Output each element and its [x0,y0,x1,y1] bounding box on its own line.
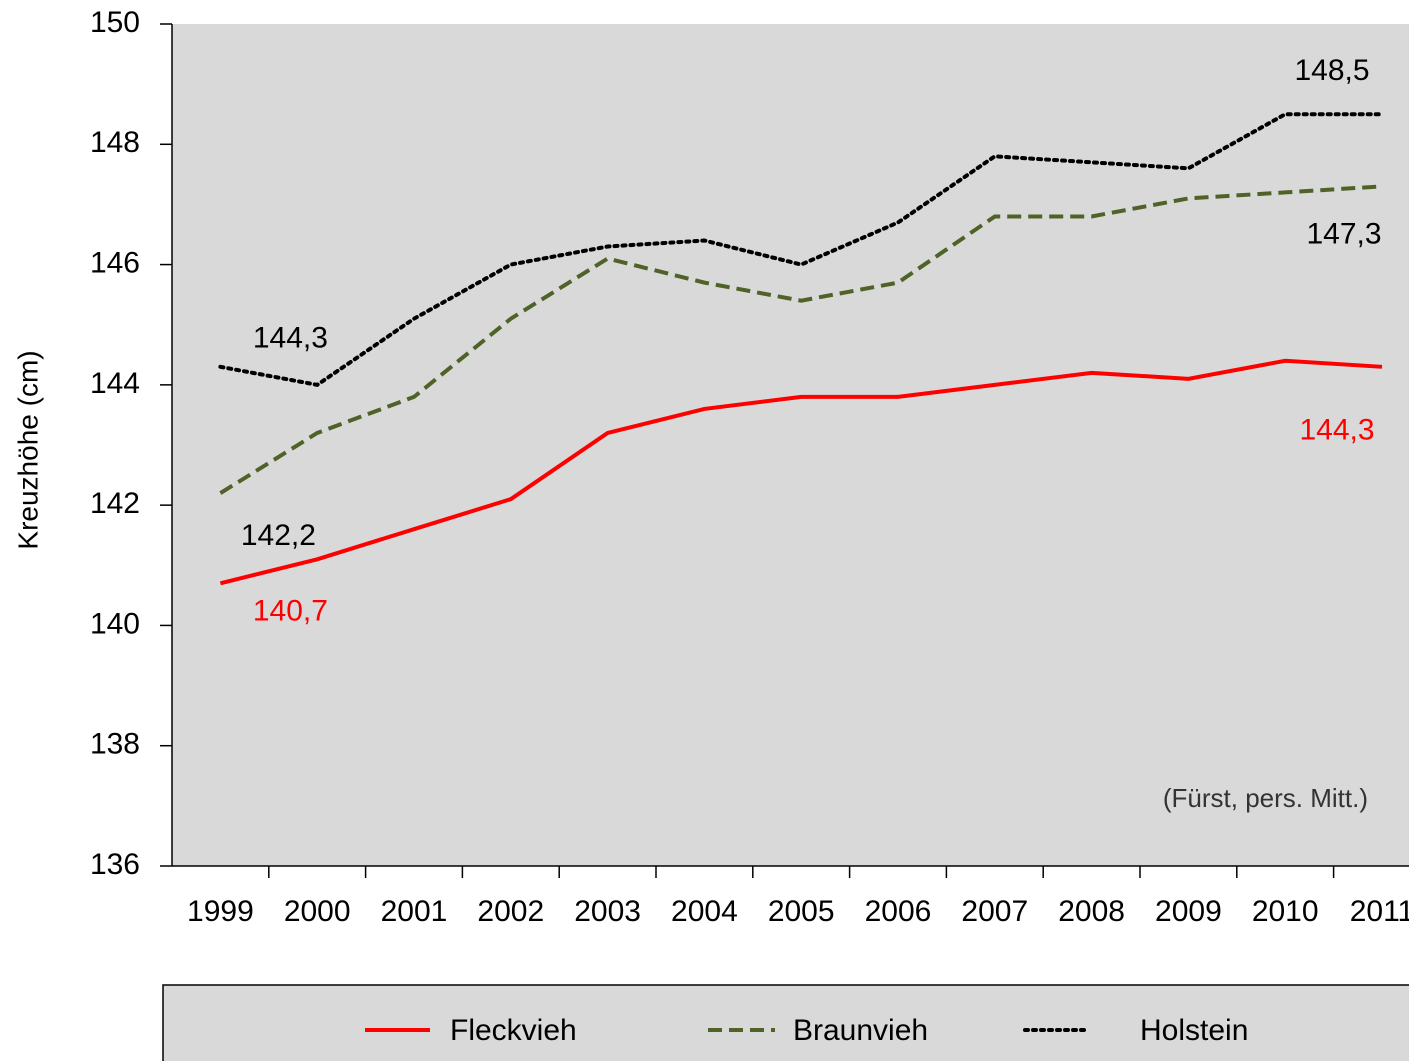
value-label: 140,7 [253,594,328,627]
x-tick-label: 2005 [768,895,835,928]
x-tick-label: 1999 [187,895,254,928]
x-tick-label: 2003 [574,895,641,928]
value-label: 142,2 [241,519,316,552]
x-tick-label: 2008 [1058,895,1125,928]
legend-label: Holstein [1140,1014,1248,1047]
series-line [219,358,1383,586]
y-tick-label: 136 [90,848,140,881]
series-line [218,112,1384,387]
x-tick-label: 2004 [671,895,738,928]
y-tick-label: 140 [90,607,140,640]
y-tick-label: 148 [90,126,140,159]
legend [162,984,1409,1061]
legend-label: Fleckvieh [450,1014,577,1047]
value-label: 147,3 [1306,217,1381,250]
value-label: 148,5 [1294,54,1369,87]
y-tick-label: 144 [90,367,140,400]
x-tick-label: 2000 [284,895,351,928]
y-tick-label: 150 [90,6,140,39]
value-label: 144,3 [253,322,328,355]
series-line [219,184,1383,495]
x-tick-label: 2011 [1350,895,1409,928]
legend-label: Braunvieh [793,1014,928,1047]
x-tick-label: 2009 [1155,895,1222,928]
plot-area [172,24,1409,866]
x-tick-label: 2007 [961,895,1028,928]
y-tick-label: 138 [90,728,140,761]
x-tick-label: 2010 [1252,895,1319,928]
y-tick-label: 146 [90,246,140,279]
annotation: (Fürst, pers. Mitt.) [1163,783,1368,813]
x-tick-label: 2006 [865,895,932,928]
value-label: 144,3 [1299,414,1374,447]
x-tick-label: 2001 [381,895,448,928]
y-axis-label: Kreuzhöhe (cm) [12,350,43,549]
y-tick-label: 142 [90,487,140,520]
x-tick-label: 2002 [477,895,544,928]
